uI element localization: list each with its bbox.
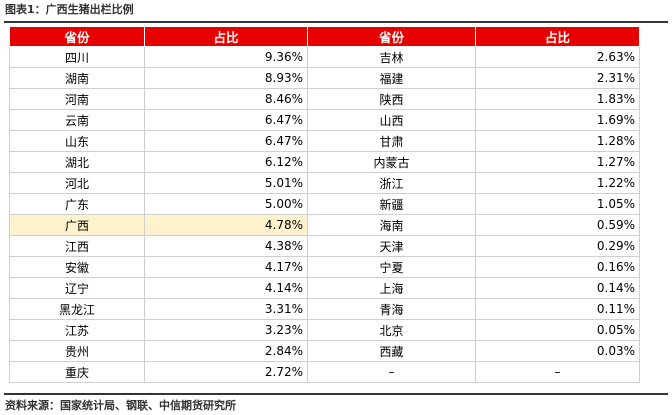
share-cell: 4.14% xyxy=(144,277,308,299)
province-cell: 山东 xyxy=(9,130,145,152)
province-cell: – xyxy=(307,361,476,383)
figure-title: 图表1：广西生猪出栏比例 xyxy=(5,3,134,16)
province-cell: 广西 xyxy=(9,214,145,236)
province-cell: 河南 xyxy=(9,88,145,110)
province-cell: 黑龙江 xyxy=(9,298,145,320)
province-cell: 甘肃 xyxy=(307,130,476,152)
bottom-rule xyxy=(4,393,668,395)
share-cell: 0.16% xyxy=(475,256,640,278)
province-cell: 上海 xyxy=(307,277,476,299)
share-cell: 1.05% xyxy=(475,193,640,215)
table-row: 广西 4.78% 海南 0.59% xyxy=(9,214,640,236)
share-cell: 2.84% xyxy=(144,340,308,362)
share-cell: 8.46% xyxy=(144,88,308,110)
province-cell: 贵州 xyxy=(9,340,145,362)
share-cell: 1.83% xyxy=(475,88,640,110)
province-cell: 陕西 xyxy=(307,88,476,110)
header-share-1: 占比 xyxy=(144,26,308,47)
table-row: 重庆 2.72% – – xyxy=(9,361,640,383)
table-row: 安徽 4.17% 宁夏 0.16% xyxy=(9,256,640,278)
share-cell: 2.31% xyxy=(475,67,640,89)
province-cell: 北京 xyxy=(307,319,476,341)
province-cell: 江西 xyxy=(9,235,145,257)
share-cell: 0.03% xyxy=(475,340,640,362)
table-row: 云南 6.47% 山西 1.69% xyxy=(9,109,640,131)
share-cell: 0.59% xyxy=(475,214,640,236)
share-cell: 5.00% xyxy=(144,193,308,215)
header-province-2: 省份 xyxy=(307,26,476,47)
table-row: 贵州 2.84% 西藏 0.03% xyxy=(9,340,640,362)
table-body: 四川 9.36% 吉林 2.63% 湖南 8.93% 福建 2.31% 河南 8.46% 陕西 1.8… xyxy=(9,46,640,383)
province-cell: 四川 xyxy=(9,46,145,68)
header-share-2: 占比 xyxy=(475,26,640,47)
share-cell: 8.93% xyxy=(144,67,308,89)
share-cell: – xyxy=(475,361,640,383)
table-row: 河南 8.46% 陕西 1.83% xyxy=(9,88,640,110)
share-cell: 2.72% xyxy=(144,361,308,383)
share-cell: 6.47% xyxy=(144,130,308,152)
province-cell: 重庆 xyxy=(9,361,145,383)
province-cell: 湖北 xyxy=(9,151,145,173)
province-cell: 宁夏 xyxy=(307,256,476,278)
header-province-1: 省份 xyxy=(9,26,145,47)
share-cell: 0.29% xyxy=(475,235,640,257)
source-note: 资料来源：国家统计局、钢联、中信期货研究所 xyxy=(5,399,236,412)
share-cell: 2.63% xyxy=(475,46,640,68)
table-row: 黑龙江 3.31% 青海 0.11% xyxy=(9,298,640,320)
share-cell: 5.01% xyxy=(144,172,308,194)
share-cell: 1.28% xyxy=(475,130,640,152)
share-cell: 3.31% xyxy=(144,298,308,320)
pig-slaughter-share-table: 省份 占比 省份 占比 四川 9.36% 吉林 2.63% 湖南 8.93% 福建 2.31%… xyxy=(9,26,640,383)
province-cell: 内蒙古 xyxy=(307,151,476,173)
share-cell: 9.36% xyxy=(144,46,308,68)
province-cell: 海南 xyxy=(307,214,476,236)
share-cell: 0.14% xyxy=(475,277,640,299)
table-row: 广东 5.00% 新疆 1.05% xyxy=(9,193,640,215)
province-cell: 辽宁 xyxy=(9,277,145,299)
table-row: 河北 5.01% 浙江 1.22% xyxy=(9,172,640,194)
share-cell: 0.11% xyxy=(475,298,640,320)
share-cell: 6.47% xyxy=(144,109,308,131)
province-cell: 山西 xyxy=(307,109,476,131)
share-cell: 3.23% xyxy=(144,319,308,341)
province-cell: 青海 xyxy=(307,298,476,320)
province-cell: 广东 xyxy=(9,193,145,215)
table-row: 湖北 6.12% 内蒙古 1.27% xyxy=(9,151,640,173)
table-row: 辽宁 4.14% 上海 0.14% xyxy=(9,277,640,299)
province-cell: 天津 xyxy=(307,235,476,257)
share-cell: 4.17% xyxy=(144,256,308,278)
province-cell: 吉林 xyxy=(307,46,476,68)
share-cell: 4.78% xyxy=(144,214,308,236)
table-row: 四川 9.36% 吉林 2.63% xyxy=(9,46,640,68)
province-cell: 江苏 xyxy=(9,319,145,341)
province-cell: 安徽 xyxy=(9,256,145,278)
province-cell: 河北 xyxy=(9,172,145,194)
table-row: 江苏 3.23% 北京 0.05% xyxy=(9,319,640,341)
table-row: 山东 6.47% 甘肃 1.28% xyxy=(9,130,640,152)
province-cell: 福建 xyxy=(307,67,476,89)
share-cell: 1.27% xyxy=(475,151,640,173)
table-row: 湖南 8.93% 福建 2.31% xyxy=(9,67,640,89)
share-cell: 4.38% xyxy=(144,235,308,257)
province-cell: 西藏 xyxy=(307,340,476,362)
table-row: 江西 4.38% 天津 0.29% xyxy=(9,235,640,257)
share-cell: 1.22% xyxy=(475,172,640,194)
share-cell: 0.05% xyxy=(475,319,640,341)
province-cell: 新疆 xyxy=(307,193,476,215)
share-cell: 6.12% xyxy=(144,151,308,173)
top-rule xyxy=(4,21,668,23)
province-cell: 湖南 xyxy=(9,67,145,89)
province-cell: 云南 xyxy=(9,109,145,131)
share-cell: 1.69% xyxy=(475,109,640,131)
table-header-row: 省份 占比 省份 占比 xyxy=(9,26,640,47)
province-cell: 浙江 xyxy=(307,172,476,194)
